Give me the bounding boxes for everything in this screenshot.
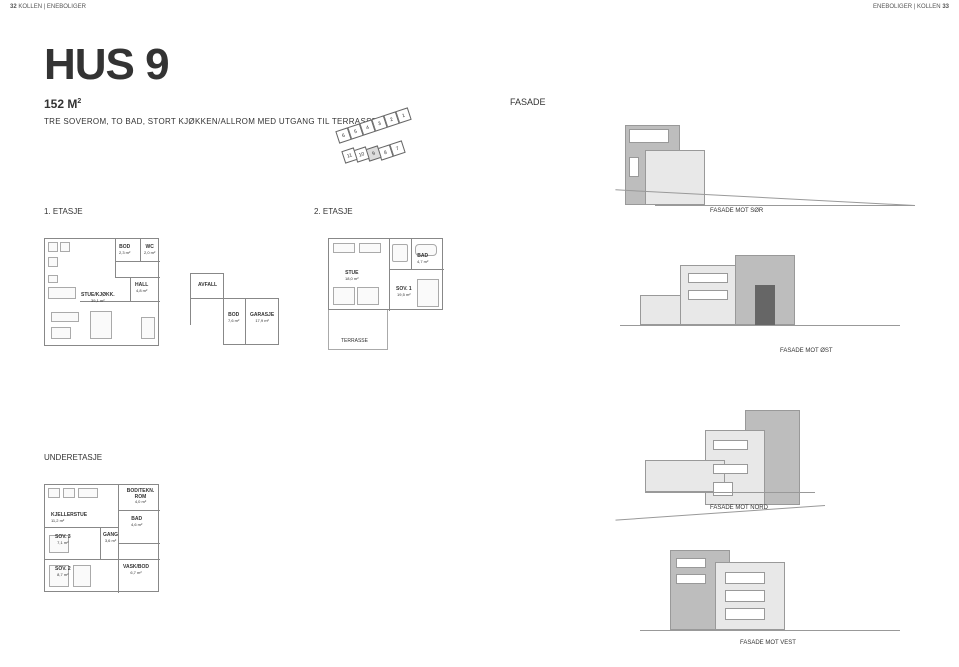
plan-etasje1: BOD2,3 m² WC2,0 m² HALL4,8 m² STUE/KJØKK…: [44, 238, 159, 346]
room-bad-area: 4,7 m²: [417, 260, 428, 264]
area-sup: 2: [77, 98, 81, 105]
room-sov1-area: 19,5 m²: [396, 293, 412, 297]
area-value: 152 M2: [44, 97, 81, 111]
room-sov2-area: 8,7 m²: [55, 573, 71, 577]
header-left-text: KOLLEN | ENEBOLIGER: [18, 4, 86, 10]
room-stue-area: 18,0 m²: [345, 277, 359, 281]
room-terrasse: TERRASSE: [341, 338, 368, 344]
room-bod2-area: 7,6 m²: [228, 319, 239, 323]
header-right: ENEBOLIGER | KOLLEN 33: [873, 4, 949, 10]
caption-nord: FASADE MOT NORD: [710, 505, 768, 511]
facade-nord: [615, 400, 915, 520]
caption-vest: FASADE MOT VEST: [740, 640, 796, 646]
room-vaskbod-area: 6,7 m²: [123, 571, 149, 575]
page-no-left: 32: [10, 4, 17, 10]
area-num: 152 M: [44, 97, 77, 111]
lot-diagram: 1 2 3 4 5 6 7 8 9 10 11: [345, 107, 415, 157]
label-etasje1: 1. ETASJE: [44, 207, 83, 216]
room-bad2-area: 4,6 m²: [131, 523, 142, 527]
header-left: 32 KOLLEN | ENEBOLIGER: [10, 4, 86, 10]
label-underetasje: UNDERETASJE: [44, 453, 102, 462]
room-kjeller-area: 11,2 m²: [51, 519, 87, 523]
room-bod-area: 2,3 m²: [119, 251, 130, 255]
facade-ost: [640, 255, 900, 355]
facade-vest: [640, 550, 900, 640]
room-hall-area: 4,8 m²: [135, 289, 148, 293]
page-title: HUS 9: [44, 40, 169, 90]
label-etasje2: 2. ETASJE: [314, 207, 353, 216]
terrasse-outline: TERRASSE: [328, 310, 388, 350]
plan-garage: AVFALL BOD7,6 m² GARASJE17,9 m²: [190, 273, 280, 345]
page-no-right: 33: [942, 4, 949, 10]
room-bodtekn-area: 4,0 m²: [123, 500, 158, 504]
header-right-text: ENEBOLIGER | KOLLEN: [873, 4, 941, 10]
room-wc-area: 2,0 m²: [144, 251, 155, 255]
fasade-heading: FASADE: [510, 97, 546, 107]
caption-ost: FASADE MOT ØST: [780, 348, 833, 354]
plan-etasje2: STUE18,0 m² BAD4,7 m² SOV. 119,5 m²: [328, 238, 443, 310]
plan-under: BOD/TEKN. ROM4,0 m² KJELLERSTUE11,2 m² B…: [44, 484, 159, 592]
room-sov3-area: 7,1 m²: [55, 541, 71, 545]
room-gang-area: 3,6 m²: [103, 539, 118, 543]
facade-sor: [615, 115, 915, 225]
caption-sor: FASADE MOT SØR: [710, 208, 763, 214]
room-stuekjokk-area: 39,1 m²: [81, 299, 115, 303]
description: TRE SOVEROM, TO BAD, STORT KJØKKEN/ALLRO…: [44, 117, 380, 126]
room-garasje-area: 17,9 m²: [250, 319, 274, 323]
room-avfall: AVFALL: [198, 283, 217, 289]
